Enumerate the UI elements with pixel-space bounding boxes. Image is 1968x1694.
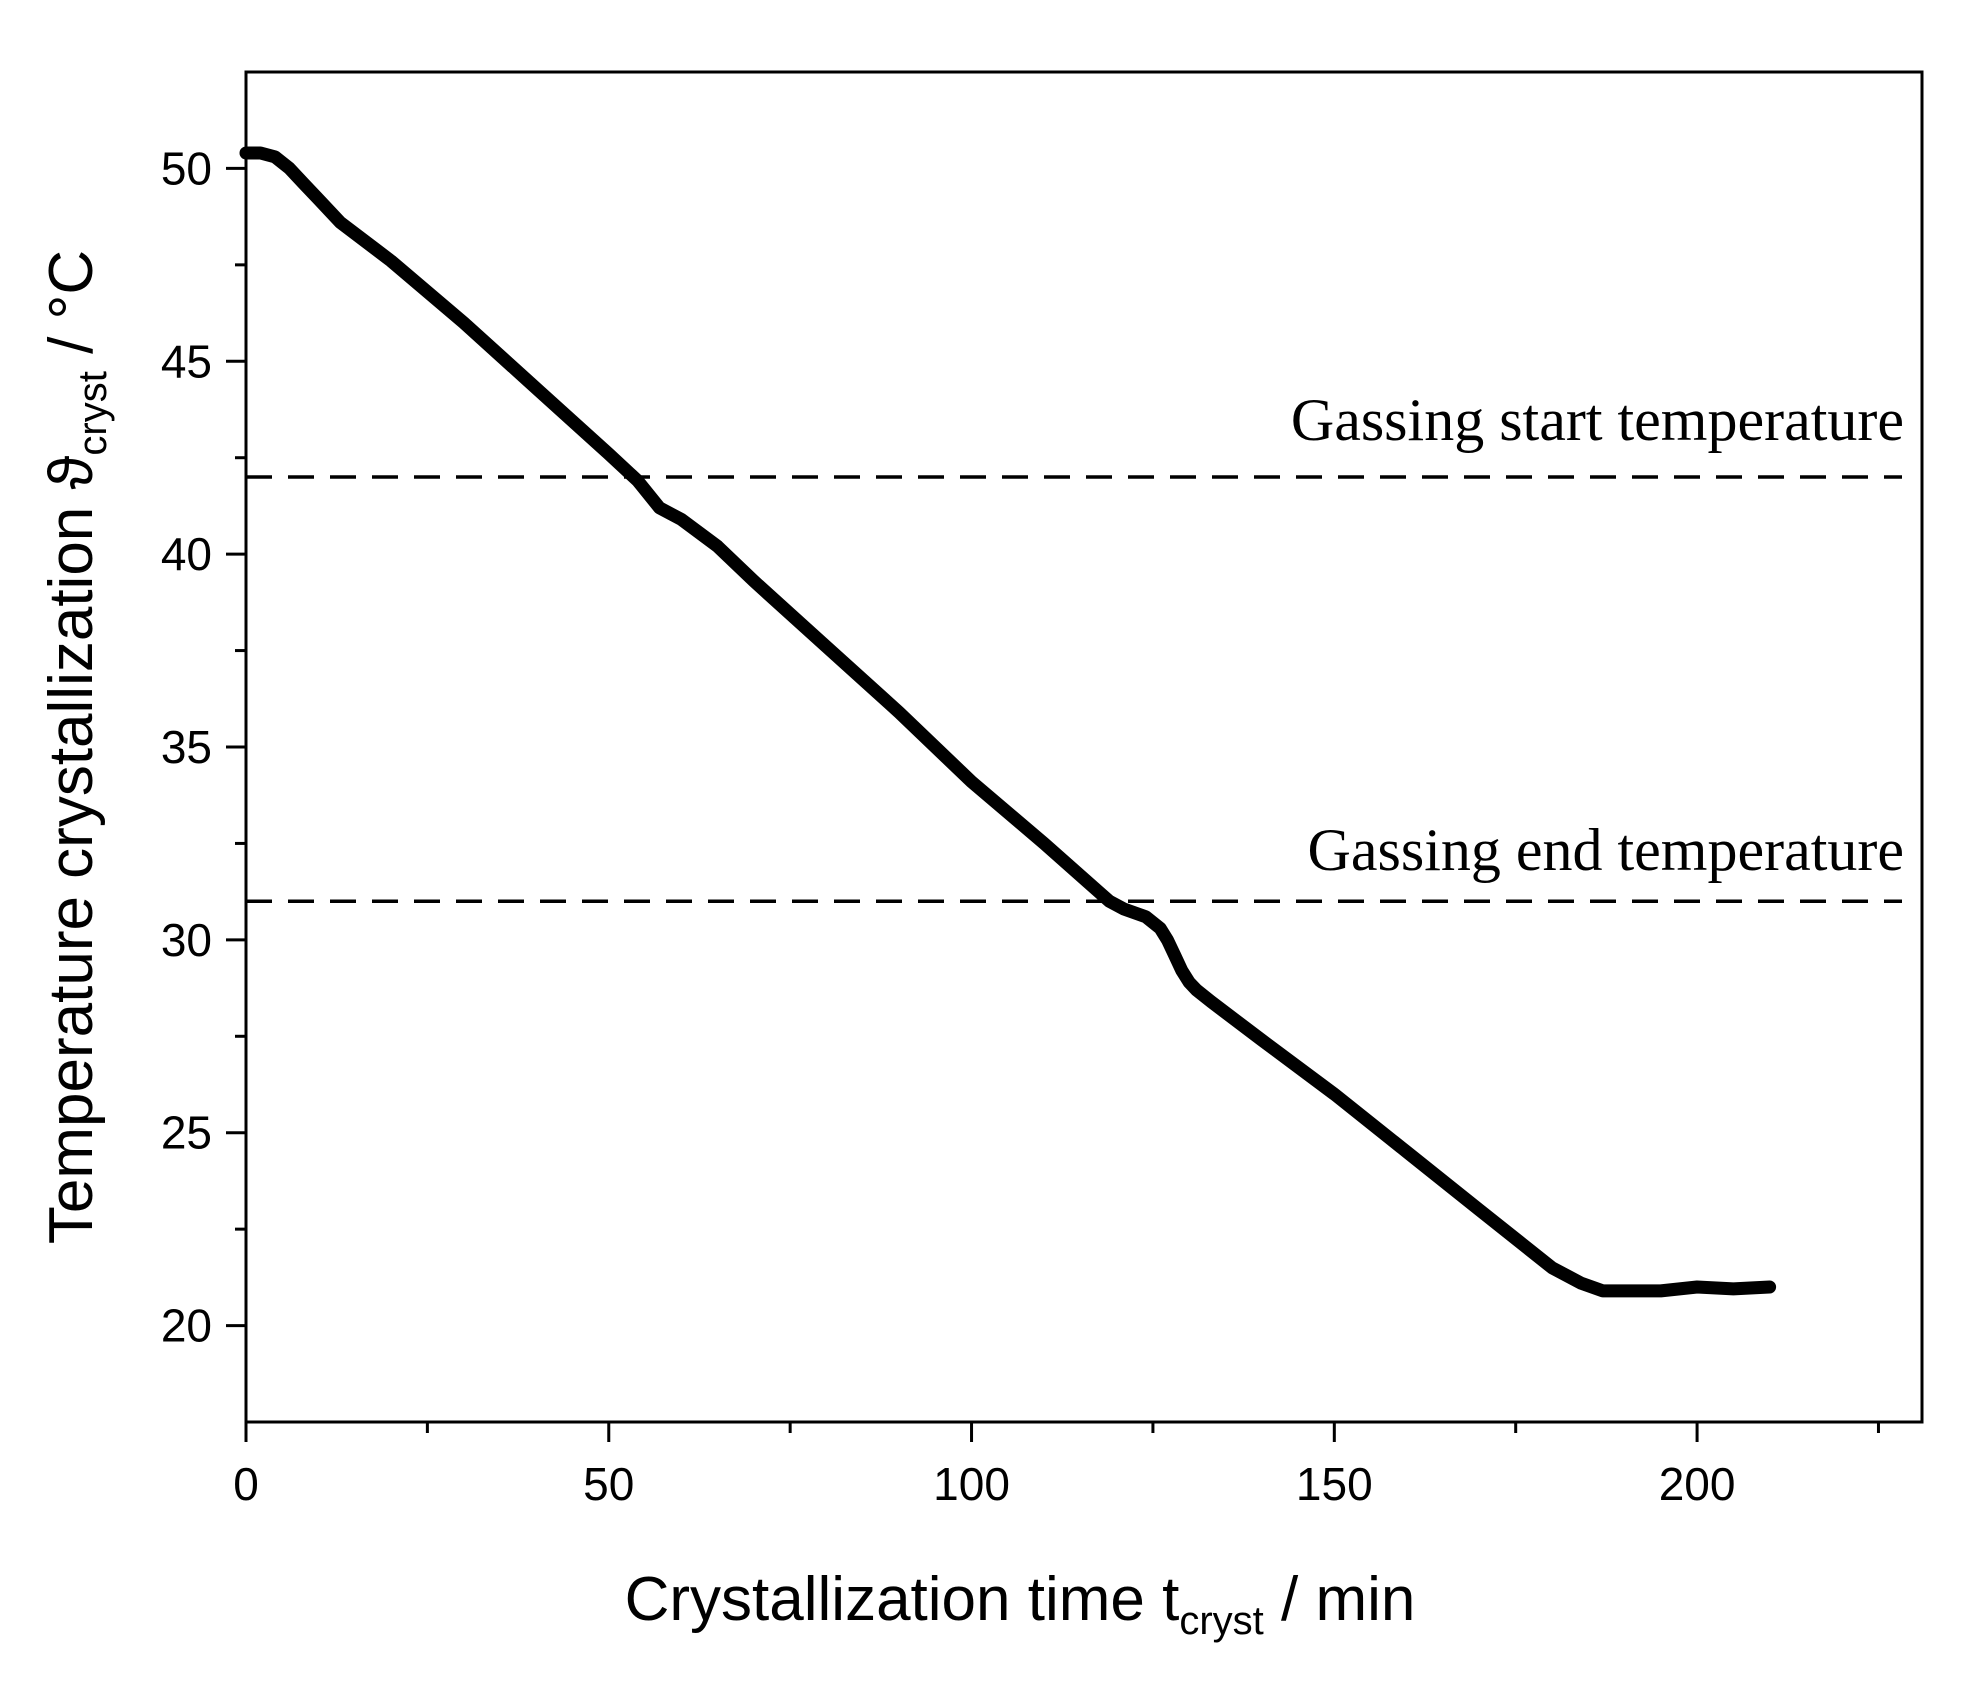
- plot-area-border: [244, 70, 1924, 1424]
- y-axis-title-sub: cryst: [71, 371, 115, 455]
- series-layer: [239, 146, 1777, 1298]
- x-tick-label: 0: [233, 1458, 259, 1510]
- y-tick-label: 30: [161, 914, 212, 966]
- y-axis: 20 25 30 35 40 45 50: [161, 142, 246, 1352]
- x-axis: 0 50 100 150 200: [233, 1422, 1880, 1510]
- x-axis-title-unit: / min: [1264, 1565, 1416, 1634]
- x-axis-title-sub: cryst: [1179, 1599, 1263, 1643]
- y-tick-label: 40: [161, 528, 212, 580]
- x-axis-title-main: Crystallization time t: [625, 1565, 1180, 1634]
- y-axis-title-main: Temperature crystallization ϑ: [37, 455, 106, 1244]
- x-tick-label: 200: [1659, 1458, 1736, 1510]
- y-tick-label: 25: [161, 1107, 212, 1159]
- y-axis-title: Temperature crystallization ϑcryst / °C: [37, 250, 115, 1244]
- y-tick-label: 50: [161, 142, 212, 194]
- temperature-series-line: [239, 146, 1777, 1298]
- plot-frame: [244, 70, 1924, 1424]
- reference-lines: [246, 475, 1902, 904]
- x-tick-label: 100: [933, 1458, 1010, 1510]
- y-tick-label: 20: [161, 1300, 212, 1352]
- x-tick-label: 50: [583, 1458, 634, 1510]
- gassing-end-label: Gassing end temperature: [1308, 817, 1904, 883]
- y-tick-label: 35: [161, 721, 212, 773]
- y-axis-title-unit: / °C: [37, 250, 106, 371]
- gassing-start-label: Gassing start temperature: [1291, 387, 1904, 453]
- y-tick-label: 45: [161, 335, 212, 387]
- reference-labels: Gassing start temperature Gassing end te…: [1291, 387, 1904, 883]
- x-tick-label: 150: [1296, 1458, 1373, 1510]
- x-axis-title: Crystallization time tcryst / min: [625, 1565, 1416, 1643]
